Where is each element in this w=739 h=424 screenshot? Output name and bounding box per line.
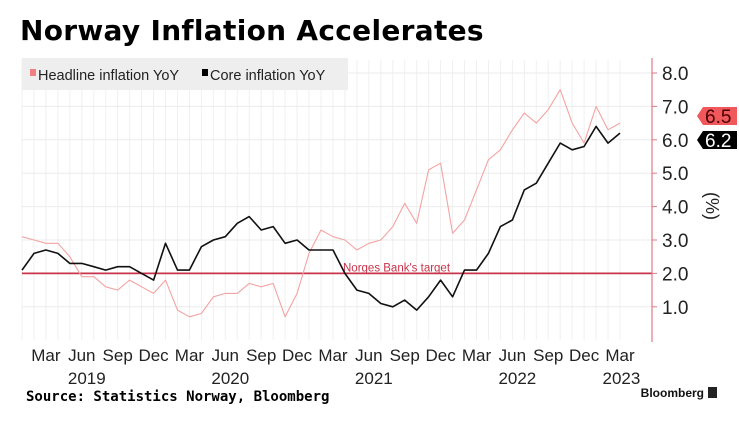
bloomberg-logo: Bloomberg [641,386,717,400]
x-tick-label: Mar [605,346,635,365]
series-line [21,125,621,311]
last-value-tags: 6.56.2 [697,107,737,152]
last-value-label: 6.2 [705,131,731,152]
y-tick-label: 3.0 [662,231,688,252]
y-axis: 1.0 2.0 3.0 4.0 5.0 6.0 7.0 8.0 (%) [651,58,722,342]
x-year-label: 2019 [68,369,106,388]
y-tick-label: 2.0 [662,264,688,285]
x-tick-label: Jun [499,346,526,365]
x-tick-label: Sep [103,346,133,365]
y-tick-label: 4.0 [662,198,688,219]
x-axis: Mar Jun Sep Dec Mar Jun Sep Dec Mar Jun Sep Dec Mar J… [31,346,640,388]
target-line-group: Norges Bank's target [22,262,652,274]
series-line [21,89,621,318]
x-tick-label: Dec [282,346,313,365]
x-tick-label: Jun [212,346,239,365]
x-tick-label: Sep [246,346,276,365]
x-year-label: 2020 [211,369,249,388]
y-tick-label: 5.0 [662,164,688,185]
x-tick-label: Jun [355,346,382,365]
legend-label: Headline inflation YoY [38,68,179,84]
last-value-label: 6.5 [705,107,731,128]
bloomberg-icon [708,387,717,398]
x-year-label: 2022 [498,369,536,388]
legend-swatch [30,69,36,76]
brand-text: Bloomberg [640,386,704,400]
x-tick-label: Mar [31,346,61,365]
chart-title: Norway Inflation Accelerates [20,14,484,47]
legend-box [22,58,348,90]
x-tick-label: Dec [569,346,600,365]
last-value-tag [697,131,737,149]
x-tick-label: Mar [175,346,205,365]
x-tick-label: Sep [533,346,563,365]
x-year-label: 2021 [355,369,393,388]
x-tick-label: Jun [68,346,95,365]
y-tick-label: 1.0 [662,298,688,319]
y-axis-label: (%) [702,192,722,220]
last-value-tag [697,107,737,125]
x-tick-label: Dec [425,346,456,365]
x-tick-label: Sep [390,346,420,365]
y-tick-label: 6.0 [662,131,688,152]
x-year-label: 2023 [602,369,640,388]
y-tick-label: 7.0 [662,97,688,118]
x-tick-label: Dec [138,346,169,365]
x-tick-label: Mar [462,346,492,365]
grid [21,60,652,340]
source-note: Source: Statistics Norway, Bloomberg [26,389,330,405]
target-label: Norges Bank's target [343,262,451,274]
legend-label: Core inflation YoY [210,68,326,84]
legend-swatch [202,69,208,76]
series-lines [21,89,621,318]
x-tick-label: Mar [318,346,348,365]
legend: Headline inflation YoY Core inflation YoY [30,68,326,84]
y-tick-label: 8.0 [662,64,688,85]
